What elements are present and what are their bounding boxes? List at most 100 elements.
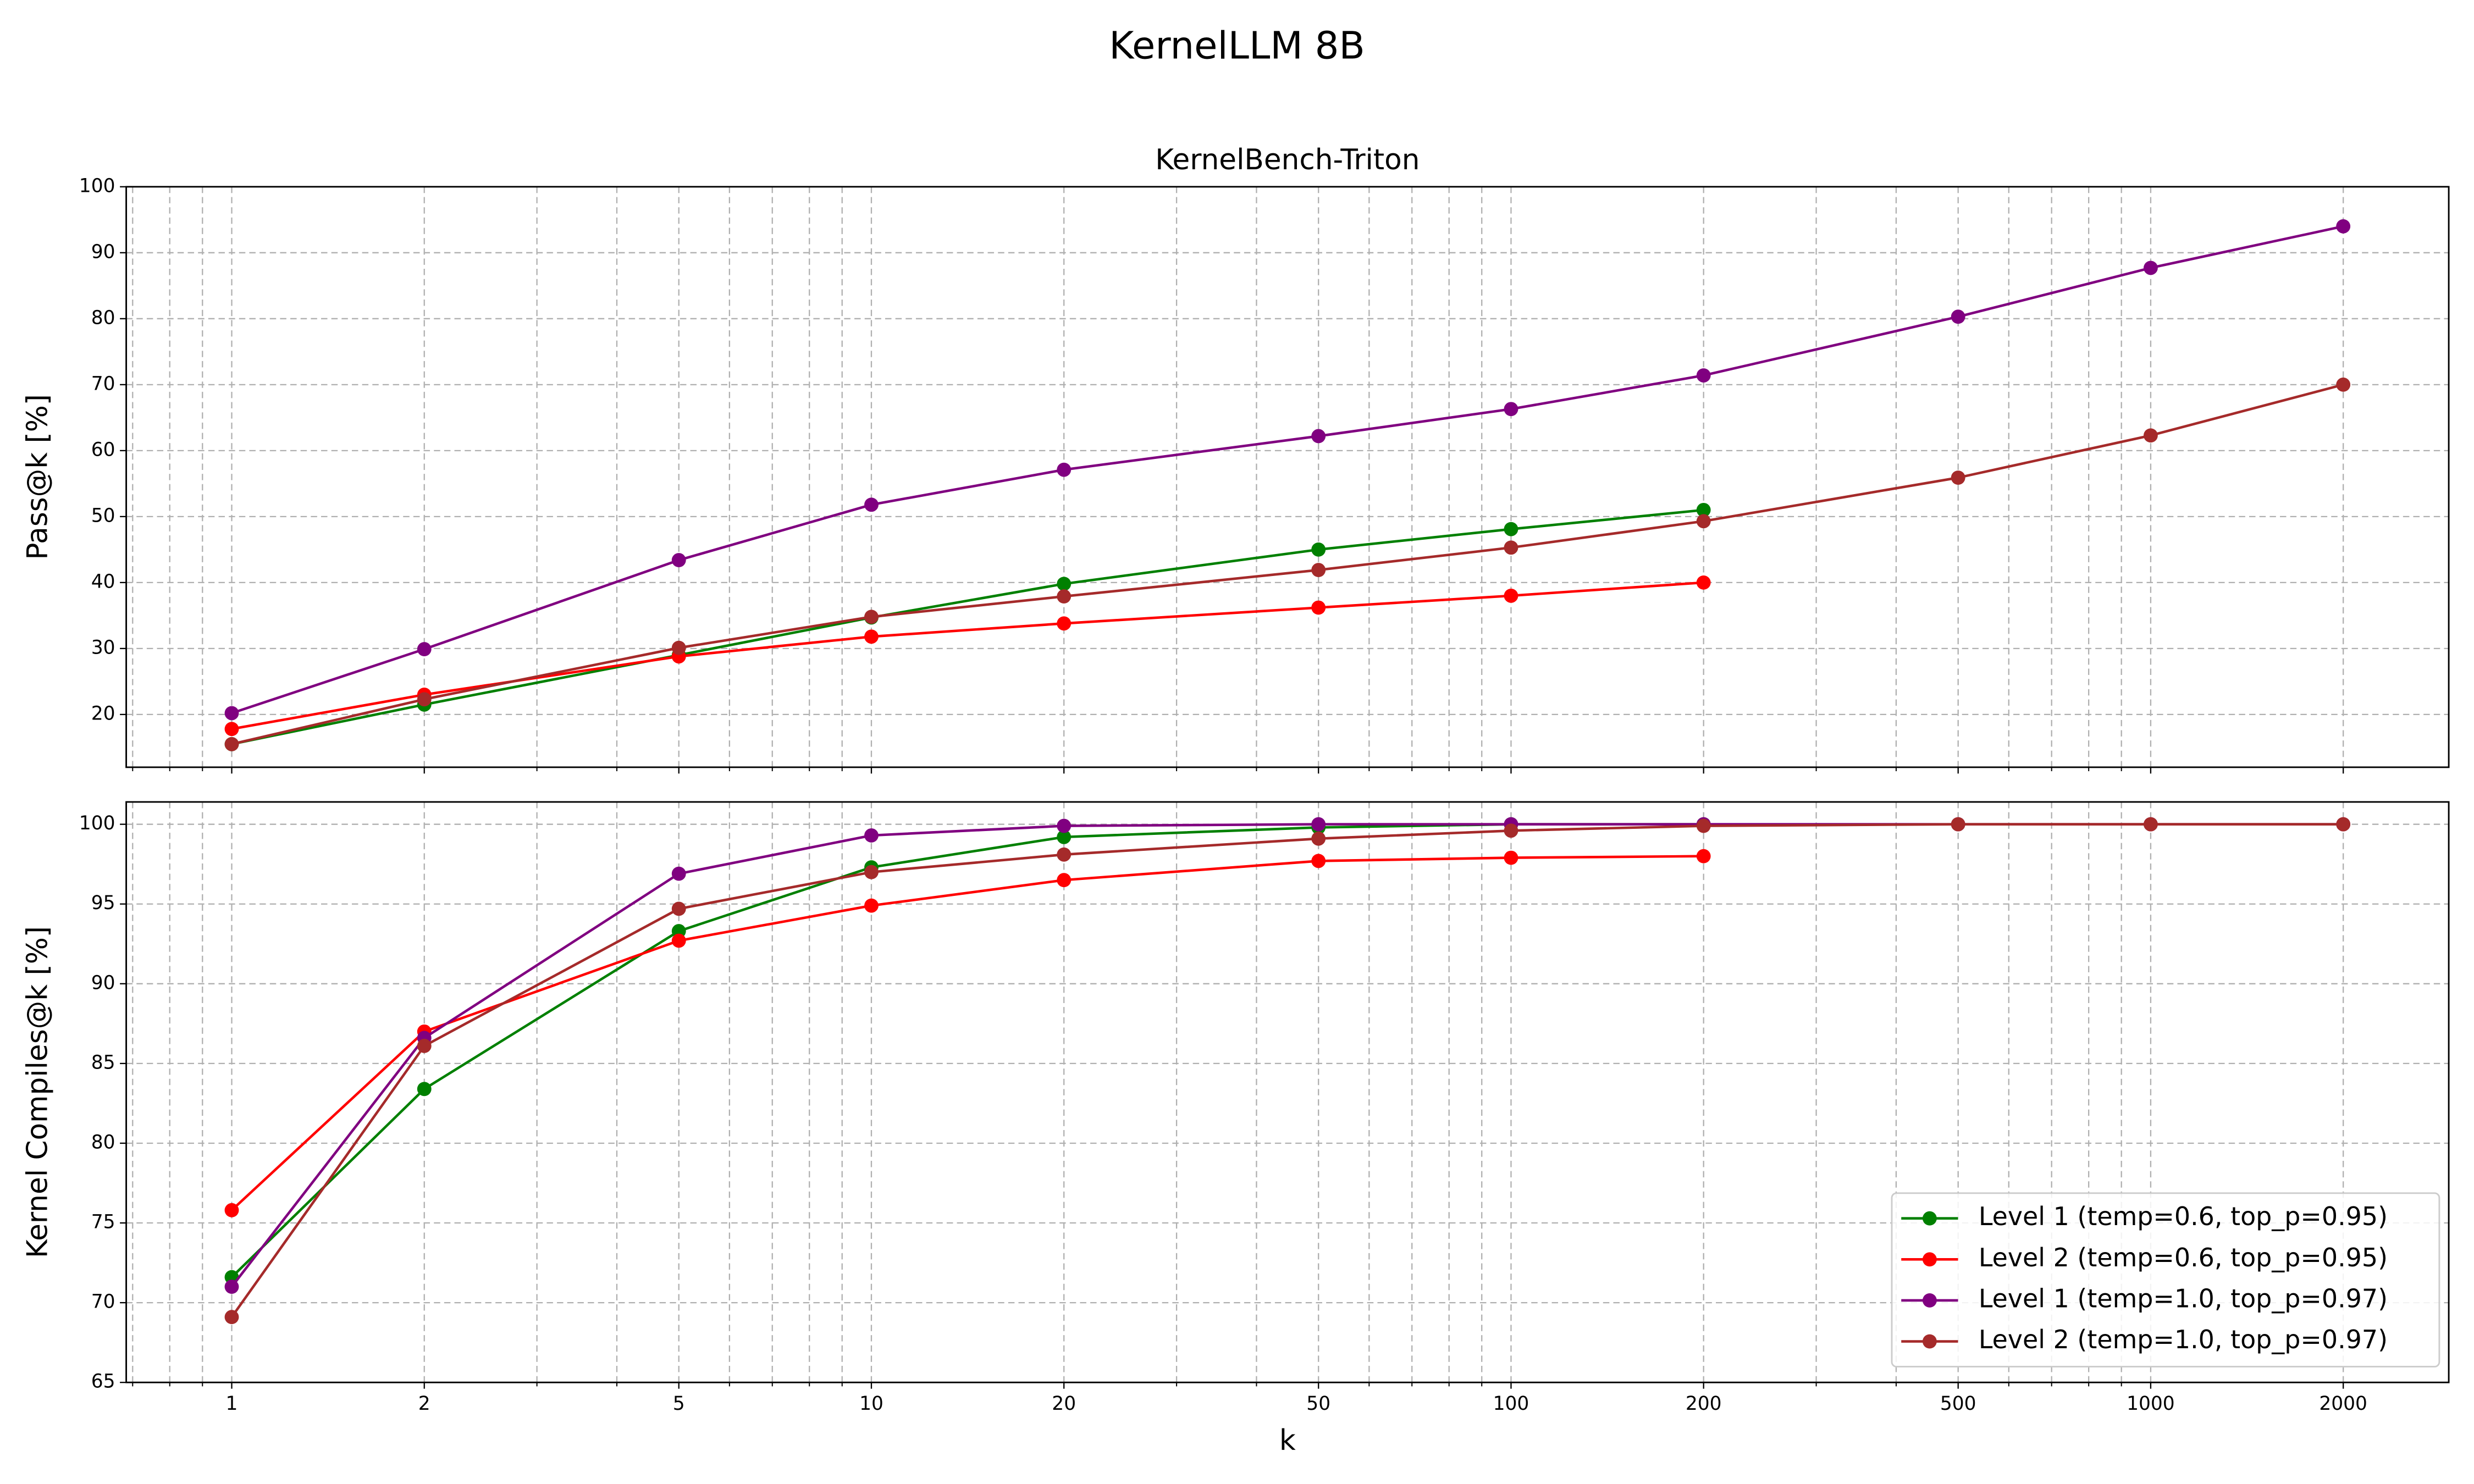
point bbox=[1057, 462, 1072, 477]
x-tick-label: 5 bbox=[673, 1393, 685, 1415]
plot-frame bbox=[125, 801, 2450, 1383]
legend-label: Level 1 (temp=1.0, top_p=0.97) bbox=[1979, 1283, 2388, 1313]
legend-marker bbox=[1922, 1334, 1937, 1349]
point bbox=[864, 898, 879, 913]
y-tick-label: 100 bbox=[79, 175, 115, 197]
point bbox=[2336, 817, 2351, 832]
point bbox=[1696, 849, 1711, 863]
point bbox=[1311, 854, 1326, 868]
point bbox=[1057, 873, 1072, 888]
point bbox=[1311, 817, 1326, 832]
y-tick-label: 50 bbox=[91, 505, 115, 527]
legend-marker bbox=[1922, 1211, 1937, 1226]
x-tick-label: 500 bbox=[1940, 1393, 1976, 1415]
y-tick-label: 80 bbox=[91, 1131, 115, 1153]
point bbox=[2144, 817, 2158, 832]
point bbox=[671, 866, 686, 881]
point bbox=[1311, 831, 1326, 846]
point bbox=[224, 737, 239, 751]
y-tick-label: 90 bbox=[91, 972, 115, 994]
point bbox=[1951, 470, 1965, 485]
y-tick-label: 70 bbox=[91, 1291, 115, 1313]
y-tick-label: 70 bbox=[91, 373, 115, 395]
x-tick-label: 10 bbox=[859, 1393, 883, 1415]
legend-label: Level 2 (temp=1.0, top_p=0.97) bbox=[1979, 1325, 2388, 1354]
y-axis-label: Kernel Compiles@k [%] bbox=[21, 926, 54, 1258]
point bbox=[1696, 818, 1711, 833]
point bbox=[224, 722, 239, 737]
y-tick-label: 85 bbox=[91, 1051, 115, 1073]
legend-box bbox=[1891, 1192, 2440, 1367]
y-tick-label: 20 bbox=[91, 702, 115, 724]
point bbox=[224, 1310, 239, 1325]
legend-label: Level 1 (temp=0.6, top_p=0.95) bbox=[1979, 1201, 2388, 1231]
point bbox=[864, 497, 879, 512]
plot-frame bbox=[125, 186, 2450, 768]
x-tick-label: 1 bbox=[226, 1393, 238, 1415]
y-tick-label: 75 bbox=[91, 1211, 115, 1233]
point bbox=[224, 1203, 239, 1217]
point bbox=[1504, 588, 1518, 603]
point bbox=[864, 865, 879, 879]
point bbox=[2336, 377, 2351, 392]
point bbox=[864, 828, 879, 843]
legend-label: Level 2 (temp=0.6, top_p=0.95) bbox=[1979, 1243, 2388, 1272]
y-tick-label: 100 bbox=[79, 812, 115, 834]
y-axis-label: Pass@k [%] bbox=[21, 394, 54, 560]
series-line bbox=[231, 508, 1704, 746]
y-tick-label: 30 bbox=[91, 636, 115, 658]
series-line bbox=[230, 855, 1704, 1211]
subplot-title: KernelBench-Triton bbox=[1155, 143, 1420, 176]
point bbox=[671, 640, 686, 655]
point bbox=[224, 1280, 239, 1294]
point bbox=[864, 629, 879, 644]
point bbox=[1057, 818, 1072, 833]
point bbox=[1057, 589, 1072, 603]
x-tick-label: 2 bbox=[418, 1393, 430, 1415]
point bbox=[671, 553, 686, 567]
point bbox=[1504, 540, 1518, 555]
x-tick-label: 20 bbox=[1052, 1393, 1076, 1415]
series-line bbox=[231, 581, 1704, 730]
y-tick-label: 40 bbox=[91, 571, 115, 593]
point bbox=[1057, 847, 1072, 862]
point bbox=[417, 692, 432, 707]
point bbox=[1951, 309, 1965, 324]
point bbox=[1311, 563, 1326, 577]
point bbox=[1504, 850, 1518, 865]
point bbox=[1951, 817, 1965, 832]
legend-marker bbox=[1922, 1252, 1937, 1267]
point bbox=[671, 901, 686, 916]
point bbox=[2144, 261, 2158, 275]
y-tick-label: 95 bbox=[91, 892, 115, 914]
x-tick-label: 1000 bbox=[2127, 1393, 2175, 1415]
y-tick-label: 80 bbox=[91, 307, 115, 329]
point bbox=[417, 1082, 432, 1097]
point bbox=[864, 610, 879, 624]
point bbox=[1696, 502, 1711, 517]
point bbox=[1311, 542, 1326, 557]
figure-title: KernelLLM 8B bbox=[1109, 24, 1365, 68]
point bbox=[1057, 577, 1072, 591]
x-tick-label: 100 bbox=[1493, 1393, 1529, 1415]
point bbox=[671, 933, 686, 948]
point bbox=[1504, 402, 1518, 417]
point bbox=[2336, 219, 2351, 234]
point bbox=[417, 642, 432, 657]
point bbox=[1504, 823, 1518, 838]
point bbox=[417, 1039, 432, 1053]
series-line bbox=[231, 225, 2344, 715]
point bbox=[1311, 600, 1326, 615]
point bbox=[1504, 522, 1518, 536]
y-tick-label: 60 bbox=[91, 439, 115, 461]
x-tick-label: 50 bbox=[1306, 1393, 1330, 1415]
x-tick-label: 200 bbox=[1686, 1393, 1722, 1415]
point bbox=[1057, 616, 1072, 631]
x-axis-label: k bbox=[1279, 1424, 1296, 1457]
point bbox=[1311, 429, 1326, 444]
legend-marker bbox=[1922, 1293, 1937, 1308]
x-tick-label: 2000 bbox=[2319, 1393, 2367, 1415]
point bbox=[1696, 575, 1711, 590]
